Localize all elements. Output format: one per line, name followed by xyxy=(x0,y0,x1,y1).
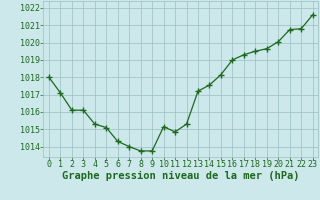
X-axis label: Graphe pression niveau de la mer (hPa): Graphe pression niveau de la mer (hPa) xyxy=(62,171,300,181)
